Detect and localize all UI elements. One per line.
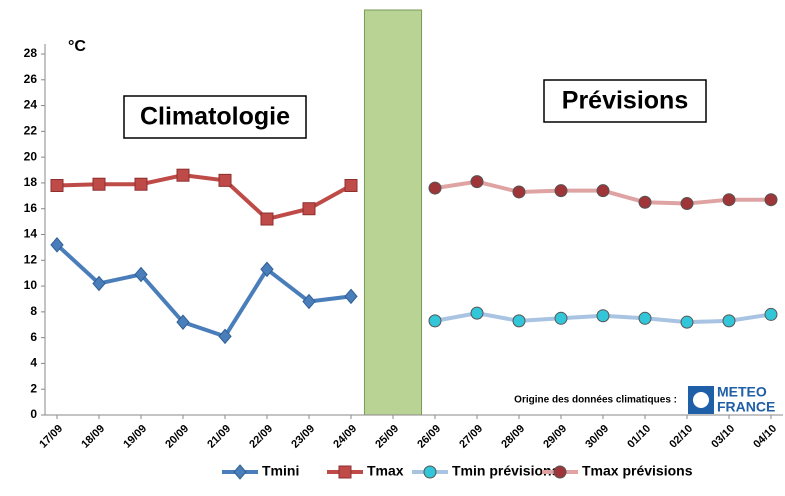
marker (134, 266, 148, 283)
legend: Tmini Tmax Tmin prévisions Tmax prévisions (222, 463, 693, 480)
y-tick-label: 18 (24, 175, 38, 189)
series-line (55, 243, 352, 339)
logo-icon (693, 392, 709, 408)
marker (554, 184, 568, 198)
series-line (56, 173, 352, 222)
annotation-box (123, 95, 307, 139)
logo-text: METEO (717, 384, 767, 400)
marker (260, 261, 274, 278)
marker (470, 175, 484, 189)
source-note: Origine des données climatiques : (514, 395, 677, 406)
marker (344, 288, 358, 305)
marker (512, 314, 526, 328)
y-tick-label: 14 (24, 227, 38, 241)
marker (512, 185, 526, 199)
logo: METEO FRANCE (688, 384, 775, 415)
annotation: Prévisions (562, 87, 688, 115)
marker (50, 237, 64, 253)
marker (764, 193, 778, 207)
y-tick-label: 2 (30, 381, 37, 395)
y-tick-label: 28 (24, 46, 38, 60)
legend-marker (338, 465, 352, 479)
marker (176, 168, 190, 182)
marker (470, 306, 484, 320)
annotation-box (543, 79, 707, 123)
marker (680, 315, 694, 329)
y-tick-label: 10 (24, 278, 38, 292)
marker (50, 179, 64, 193)
marker (680, 197, 694, 211)
marker (428, 181, 442, 195)
marker (638, 195, 652, 209)
legend-label: Tmax (367, 463, 404, 479)
marker (260, 212, 274, 226)
marker (722, 314, 736, 328)
legend-marker (233, 464, 247, 480)
y-tick-label: 24 (24, 98, 38, 112)
marker (218, 173, 232, 187)
y-tick-label: 16 (24, 201, 38, 215)
y-tick-label: 12 (24, 252, 38, 266)
marker (596, 184, 610, 198)
marker (92, 275, 106, 292)
gap-band (363, 9, 423, 416)
marker (218, 328, 232, 345)
marker (596, 309, 610, 323)
marker (344, 179, 358, 193)
marker (554, 311, 568, 325)
annotation: Climatologie (140, 103, 290, 131)
legend-marker (553, 465, 567, 479)
logo-text: FRANCE (717, 399, 775, 415)
marker (722, 193, 736, 207)
y-tick-label: 0 (30, 407, 37, 421)
marker (302, 202, 316, 216)
y-tick-label: 22 (24, 124, 38, 138)
unit-label: °C (68, 38, 86, 55)
y-tick-label: 26 (24, 72, 38, 86)
marker (176, 314, 190, 330)
marker (428, 314, 442, 328)
y-tick-label: 4 (30, 356, 37, 370)
marker (134, 177, 148, 191)
legend-label: Tmini (262, 463, 299, 479)
y-tick-label: 8 (30, 304, 37, 318)
marker (764, 307, 778, 321)
y-tick-label: 6 (30, 330, 37, 344)
legend-label: Tmax prévisions (582, 463, 693, 479)
y-tick-label: 20 (24, 149, 38, 163)
legend-label: Tmin prévisions (452, 463, 560, 479)
legend-marker (423, 465, 437, 479)
marker (638, 311, 652, 325)
marker (302, 293, 316, 310)
marker (92, 177, 106, 191)
